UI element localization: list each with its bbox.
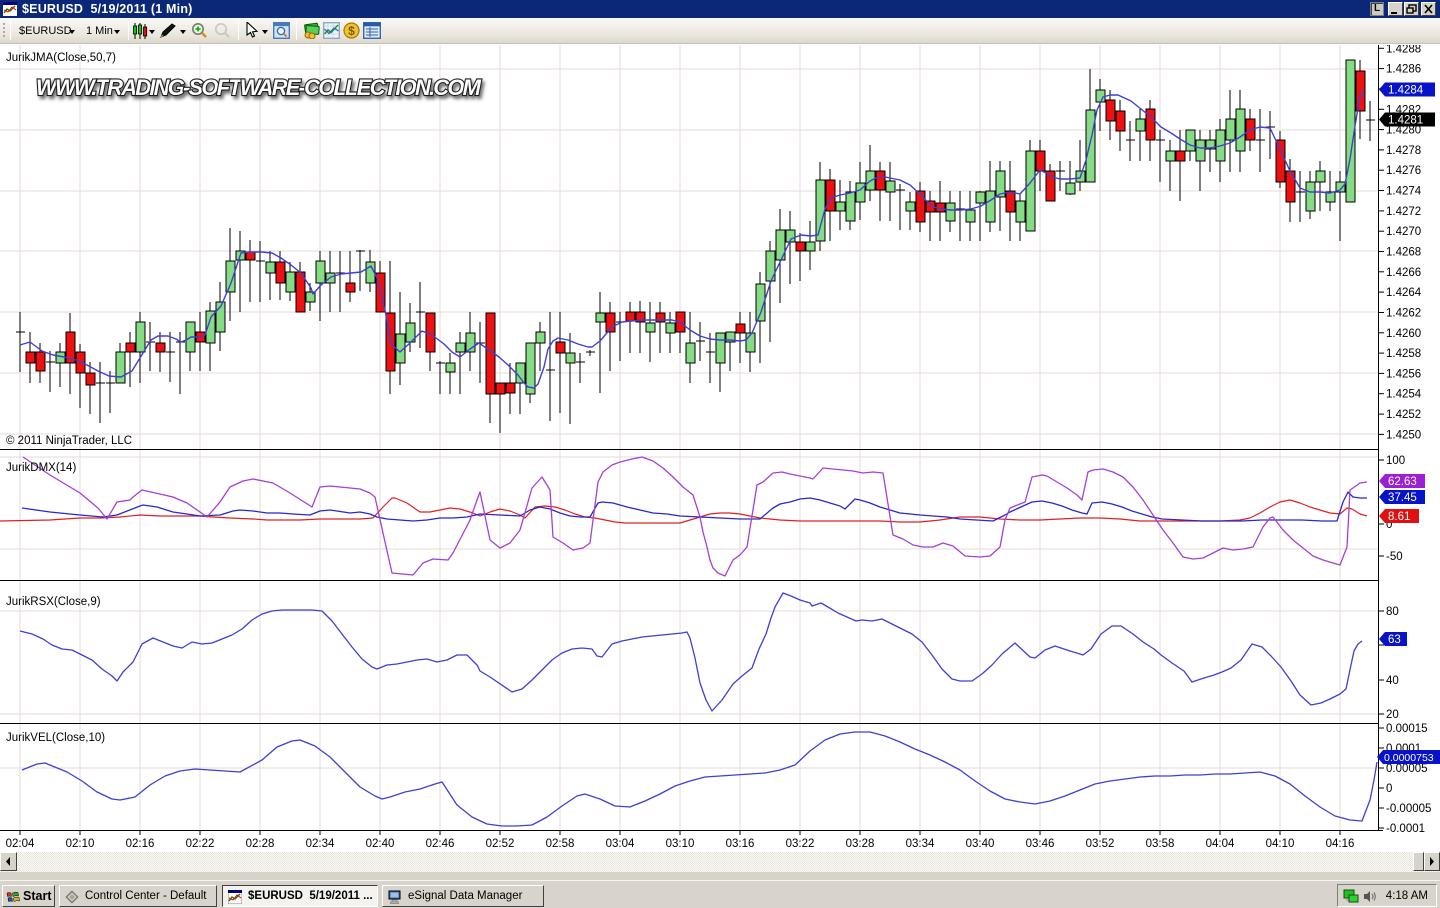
svg-text:1.4266: 1.4266 [1386,267,1421,279]
svg-text:03:34: 03:34 [906,838,935,850]
svg-text:1.4281: 1.4281 [1388,115,1423,127]
svg-text:0.00015: 0.00015 [1386,723,1428,735]
svg-text:1.4262: 1.4262 [1386,308,1421,320]
svg-text:JurikDMX(14): JurikDMX(14) [6,462,76,474]
svg-text:JurikRSX(Close,9): JurikRSX(Close,9) [6,596,101,608]
svg-text:37.45: 37.45 [1388,492,1417,504]
svg-text:62.63: 62.63 [1388,476,1417,488]
svg-text:WWW.TRADING-SOFTWARE-COLLECTIO: WWW.TRADING-SOFTWARE-COLLECTION.COM [36,75,482,100]
svg-text:100: 100 [1386,455,1405,467]
svg-text:02:10: 02:10 [66,838,95,850]
svg-text:0.0000753: 0.0000753 [1384,752,1434,764]
svg-text:0: 0 [1386,519,1392,531]
svg-text:63: 63 [1388,634,1401,646]
svg-text:0: 0 [1386,783,1392,795]
svg-text:1.4278: 1.4278 [1386,145,1421,157]
svg-text:1.4250: 1.4250 [1386,429,1421,441]
svg-text:1.4284: 1.4284 [1388,85,1424,97]
svg-text:1.4286: 1.4286 [1386,64,1421,76]
svg-text:03:46: 03:46 [1026,838,1055,850]
svg-text:JurikJMA(Close,50,7): JurikJMA(Close,50,7) [6,52,116,64]
svg-text:40: 40 [1386,675,1399,687]
svg-text:02:16: 02:16 [126,838,155,850]
svg-text:-50: -50 [1386,551,1403,563]
svg-text:1.4280: 1.4280 [1386,125,1421,137]
svg-text:1.4276: 1.4276 [1386,165,1421,177]
svg-text:02:04: 02:04 [6,838,35,850]
svg-text:80: 80 [1386,606,1399,618]
svg-text:1.4258: 1.4258 [1386,348,1421,360]
svg-text:03:10: 03:10 [666,838,695,850]
svg-text:-0.00005: -0.00005 [1386,803,1431,815]
svg-text:02:28: 02:28 [246,838,275,850]
svg-text:1.4256: 1.4256 [1386,368,1421,380]
svg-text:02:52: 02:52 [486,838,515,850]
svg-text:20: 20 [1386,709,1399,721]
svg-text:$: $ [348,24,355,38]
svg-text:02:58: 02:58 [546,838,575,850]
svg-text:1.4268: 1.4268 [1386,247,1421,259]
svg-text:02:40: 02:40 [366,838,395,850]
svg-text:1.4264: 1.4264 [1386,287,1422,299]
svg-text:04:16: 04:16 [1326,838,1355,850]
svg-text:03:52: 03:52 [1086,838,1115,850]
svg-text:-0.0001: -0.0001 [1386,823,1425,835]
svg-text:02:22: 02:22 [186,838,215,850]
svg-text:1.4252: 1.4252 [1386,409,1421,421]
svg-text:03:04: 03:04 [606,838,635,850]
svg-text:JurikVEL(Close,10): JurikVEL(Close,10) [6,732,105,744]
svg-text:03:40: 03:40 [966,838,995,850]
svg-text:03:58: 03:58 [1146,838,1175,850]
svg-text:1.4274: 1.4274 [1386,186,1422,198]
svg-text:1.4270: 1.4270 [1386,226,1421,238]
svg-text:02:34: 02:34 [306,838,335,850]
svg-text:04:10: 04:10 [1266,838,1295,850]
svg-text:03:16: 03:16 [726,838,755,850]
svg-text:1.4288: 1.4288 [1386,45,1421,55]
svg-text:03:28: 03:28 [846,838,875,850]
svg-text:1.4260: 1.4260 [1386,328,1421,340]
svg-text:02:46: 02:46 [426,838,455,850]
svg-text:8.61: 8.61 [1388,511,1410,523]
svg-text:04:04: 04:04 [1206,838,1235,850]
svg-text:03:22: 03:22 [786,838,815,850]
svg-text:1.4272: 1.4272 [1386,206,1421,218]
svg-text:0.00005: 0.00005 [1386,763,1428,775]
svg-text:© 2011 NinjaTrader, LLC: © 2011 NinjaTrader, LLC [6,435,132,447]
svg-text:1.4254: 1.4254 [1386,389,1422,401]
